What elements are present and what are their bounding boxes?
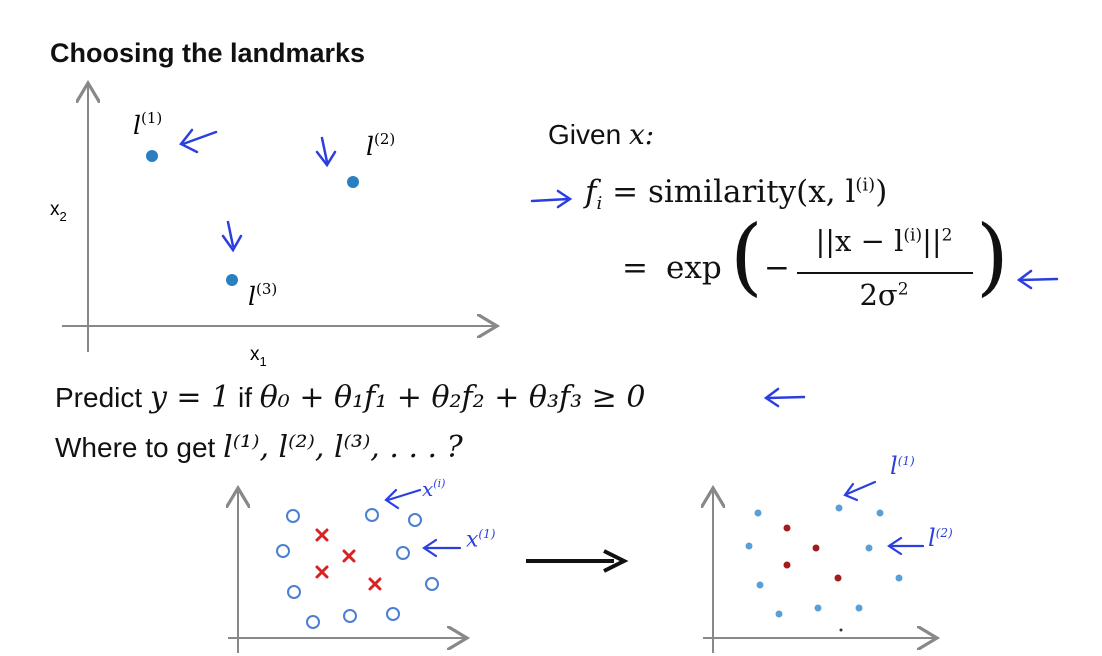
slide-title: Choosing the landmarks: [50, 38, 366, 68]
similarity-sup: (i): [855, 174, 876, 196]
landmarks-from-examples-plot: [695, 480, 995, 653]
f-symbol: f: [585, 174, 597, 210]
bl-annotation-mid-text: x: [466, 527, 479, 553]
predict-condition: θ₀ + θ₁f₁ + θ₂f₂ + θ₃f₃ ≥ 0: [259, 380, 646, 415]
circle-example: [365, 508, 379, 522]
annotation-arrow-3-icon: [221, 220, 243, 253]
minus-sign: −: [764, 250, 790, 286]
circle-example: [286, 509, 300, 523]
given-label: Given: [548, 119, 622, 150]
circle-example: [343, 609, 357, 623]
exp-text: exp: [666, 250, 722, 286]
red-landmark: [812, 544, 820, 552]
cross-example: [315, 565, 329, 579]
cross-example: [368, 577, 382, 591]
bl-annotation-top: x(i): [422, 478, 445, 501]
br-annotation-top-sup: (1): [897, 454, 915, 468]
numerator-square: 2: [941, 225, 953, 246]
exp-equation: = exp ( − ||x − l(i)||2 2σ2 ): [622, 214, 1009, 330]
br-annotation-arrow-top-icon: [843, 480, 877, 502]
circle-example: [425, 577, 439, 591]
close-paren: ): [875, 174, 888, 210]
negative-examples: [315, 528, 382, 591]
red-landmark: [783, 524, 791, 532]
circle-example: [396, 546, 410, 560]
left-big-paren: (: [730, 207, 763, 305]
pointer-arrow-predict-icon: [763, 387, 806, 408]
blue-landmark: [895, 574, 903, 582]
transform-arrow-icon: [526, 549, 629, 573]
blue-landmark: [756, 581, 764, 589]
predict-line: Predict y = 1 if θ₀ + θ₁f₁ + θ₂f₂ + θ₃f₃…: [55, 380, 645, 415]
red-landmark: [834, 574, 842, 582]
where-line: Where to get l⁽¹⁾, l⁽²⁾, l⁽³⁾, . . . ?: [55, 430, 463, 465]
denominator-text: 2σ: [859, 278, 898, 312]
right-big-paren: ): [976, 207, 1009, 305]
positive-examples: [276, 508, 439, 629]
where-math: l⁽¹⁾, l⁽²⁾, l⁽³⁾, . . . ?: [223, 430, 463, 465]
br-annotation-mid-sup: (2): [935, 526, 953, 540]
y-axis-label: x2: [50, 199, 67, 224]
similarity-text: similarity(x, l: [647, 174, 856, 210]
blue-landmark: [745, 542, 753, 550]
predict-label: Predict: [55, 382, 143, 413]
annotation-arrow-1-icon: [179, 128, 218, 154]
br-annotation-arrow-mid-icon: [887, 536, 925, 556]
equals-sign-2: =: [622, 250, 648, 286]
landmarks-plot: x2 x1 l(1) l(2) l(3): [50, 70, 510, 369]
fraction-numerator: ||x − l(i)||2: [794, 224, 974, 258]
blue-landmark: [775, 610, 783, 618]
x-axis-label: x1: [250, 344, 267, 369]
landmark-label-1: l(1): [133, 109, 162, 140]
numerator-tail: ||: [922, 224, 942, 258]
predict-if: if: [237, 382, 252, 413]
training-examples-plot: x(i): [220, 478, 480, 653]
circle-example: [287, 585, 301, 599]
landmark-point-3: [226, 274, 238, 286]
landmark-label-2: l(2): [366, 130, 395, 161]
numerator-sup: (i): [903, 225, 923, 246]
equals-sign-1: =: [612, 174, 639, 210]
br-annotation-top-text: l: [890, 452, 898, 480]
fraction-bar: [797, 272, 973, 274]
circle-example: [386, 607, 400, 621]
f-subscript: i: [596, 193, 603, 215]
similarity-equation: fi = similarity(x, l(i)): [585, 174, 887, 214]
br-annotation-mid-text: l: [928, 524, 936, 552]
br-annotation-mid-label: l(2): [928, 524, 953, 552]
bl-annotation-arrow-mid-icon: [422, 538, 462, 558]
bl-annotation-mid-label: x(1): [466, 527, 495, 552]
given-var: x:: [628, 118, 655, 151]
predict-y: y = 1: [149, 380, 231, 415]
denominator-sup: 2: [897, 279, 909, 300]
landmark-point-1: [146, 150, 158, 162]
blue-landmark: [865, 544, 873, 552]
landmark-label-3: l(3): [248, 280, 277, 311]
given-line: Given x:: [548, 118, 654, 151]
cross-example: [315, 528, 329, 542]
annotation-arrow-2-icon: [315, 136, 337, 168]
blue-landmark: [814, 604, 822, 612]
br-annotation-top-label: l(1): [890, 452, 915, 480]
blue-landmark: [855, 604, 863, 612]
pointer-arrow-exp-icon: [1016, 269, 1059, 290]
small-mark: [839, 628, 843, 632]
blue-landmark: [754, 509, 762, 517]
blue-landmark: [876, 509, 884, 517]
pointer-arrow-f-icon: [530, 189, 573, 209]
fraction-denominator: 2σ2: [794, 278, 974, 312]
red-landmarks: [783, 524, 842, 582]
bl-annotation-arrow-top-icon: [384, 488, 422, 510]
blue-landmarks: [745, 504, 903, 618]
circle-example: [276, 544, 290, 558]
cross-example: [342, 549, 356, 563]
landmark-point-2: [347, 176, 359, 188]
red-landmark: [783, 561, 791, 569]
numerator-text: ||x − l: [815, 224, 904, 258]
blue-landmark: [835, 504, 843, 512]
circle-example: [408, 513, 422, 527]
where-label: Where to get: [55, 432, 216, 463]
bl-annotation-mid-sup: (1): [478, 527, 496, 541]
circle-example: [306, 615, 320, 629]
